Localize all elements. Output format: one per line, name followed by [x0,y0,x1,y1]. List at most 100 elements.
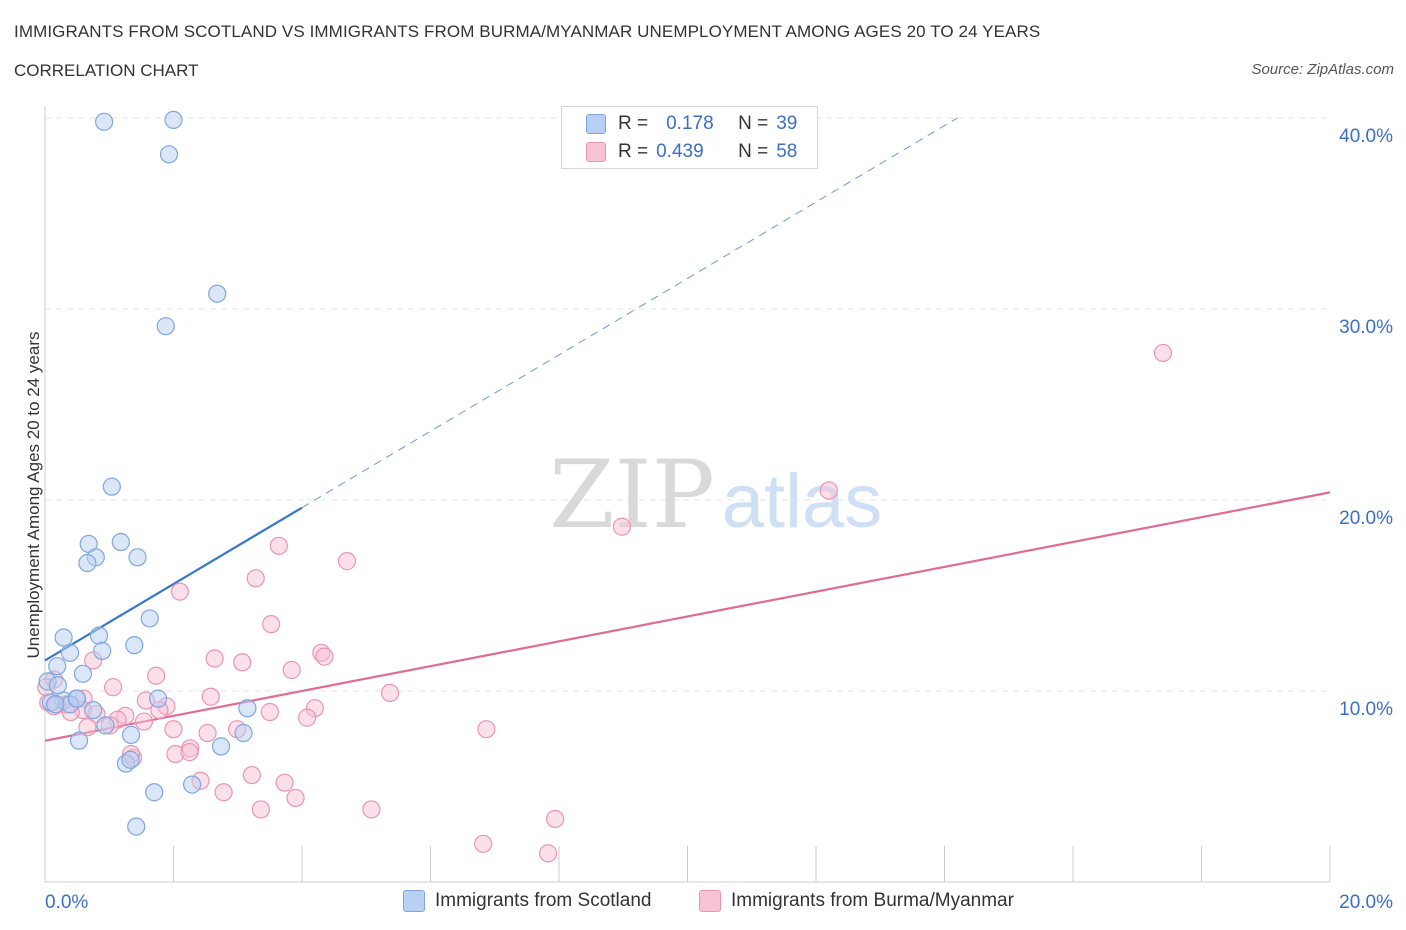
legend-row-burma: R = 0.439 N = 58 [586,141,797,163]
series-legend-swatch-burma [699,890,721,912]
source-credit: Source: ZipAtlas.com [1251,61,1394,78]
data-point-scotland [111,532,130,552]
legend-r-value: 0.439 [656,141,704,162]
data-point-burma [286,788,305,808]
legend-swatch-burma [586,142,606,162]
x-tick-label: 20.0% [1339,892,1393,913]
data-point-burma [269,536,288,555]
series-legend-burma: Immigrants from Burma/Myanmar [699,890,1014,912]
data-point-burma [1153,343,1173,363]
series-legend-scotland: Immigrants from Scotland [403,890,651,912]
data-point-burma [251,800,270,819]
y-tick-label: 40.0% [1339,126,1393,147]
data-point-burma [233,653,252,672]
legend-n-label: N = [738,141,769,162]
data-point-scotland [127,817,146,836]
chart-subtitle: CORRELATION CHART [14,61,199,80]
data-point-scotland [159,145,179,164]
series-scotland-points [38,110,257,836]
data-point-burma [819,481,838,500]
data-point-scotland [211,737,231,756]
data-point-scotland [73,664,93,683]
y-tick-label: 10.0% [1339,699,1393,720]
data-point-burma [214,783,233,802]
watermark: ZIP atlas [549,441,882,550]
watermark-zip: ZIP [549,441,715,550]
data-point-scotland [48,657,67,676]
trend-line-scotland-extension [301,117,958,509]
watermark-atlas: atlas [722,459,883,544]
data-point-scotland [95,112,114,131]
data-point-burma [546,809,565,829]
data-point-scotland [46,695,65,714]
data-point-burma [474,834,493,853]
series-legend-label-burma: Immigrants from Burma/Myanmar [731,890,1014,911]
data-point-burma [205,649,224,668]
data-point-burma [104,678,123,697]
data-point-burma [260,702,279,722]
data-point-burma [201,687,220,706]
data-point-scotland [68,689,87,708]
trend-line-scotland [44,506,303,662]
data-point-scotland [96,716,115,735]
series-legend-swatch-scotland [403,890,425,912]
data-point-scotland [145,783,164,802]
data-point-burma [612,517,632,536]
trend-line-burma [44,491,1331,742]
data-point-burma [298,708,317,727]
data-point-scotland [156,317,175,336]
legend-row-scotland: R = 0.178 N = 39 [586,113,797,135]
data-point-scotland [93,641,112,660]
data-point-scotland [121,725,141,745]
axes [44,106,1331,883]
data-point-scotland [238,699,257,718]
data-point-scotland [54,628,73,647]
data-point-burma [78,718,97,737]
data-point-scotland [60,643,80,662]
data-point-burma [275,773,294,792]
data-point-burma [337,552,357,571]
correlation-legend: R = 0.178 N = 39 R = 0.439 N = 58 [561,106,818,169]
data-point-burma [134,712,154,731]
tick-labels: 10.0% 20.0% 30.0% 40.0% 0.0% 20.0% [45,126,1393,913]
trend-lines [44,117,1331,742]
legend-r-label: R = [618,141,649,162]
data-point-scotland [125,636,144,655]
gridlines [45,117,1330,692]
legend-r-label: R = [618,113,649,134]
data-point-burma [362,800,381,819]
legend-n-label: N = [738,113,769,134]
data-point-burma [170,582,190,601]
data-point-scotland [140,609,159,628]
data-point-burma [164,720,183,739]
y-tick-label: 20.0% [1339,508,1393,529]
data-point-burma [380,683,400,703]
data-point-scotland [128,548,147,567]
data-point-scotland [208,284,227,303]
data-point-burma [282,660,301,680]
data-point-scotland [148,689,168,708]
legend-swatch-scotland [586,114,606,134]
y-axis-label: Unemployment Among Ages 20 to 24 years [24,331,43,659]
data-point-scotland [78,553,97,573]
data-point-burma [315,647,334,666]
legend-r-value: 0.178 [666,113,714,134]
data-point-burma [242,765,261,785]
data-point-scotland [84,700,103,720]
data-point-scotland [89,626,109,645]
data-point-scotland [102,477,121,496]
y-tick-label: 30.0% [1339,317,1393,338]
chart-title: IMMIGRANTS FROM SCOTLAND VS IMMIGRANTS F… [14,22,1041,41]
data-point-burma [147,666,166,685]
legend-n-value: 58 [776,141,798,162]
data-point-scotland [183,775,202,794]
data-point-scotland [234,723,253,743]
series-burma-points [37,343,1173,863]
data-point-burma [262,615,281,634]
data-point-scotland [69,731,89,750]
data-point-burma [180,743,199,762]
data-point-burma [538,844,558,863]
data-point-burma [198,723,217,743]
x-tick-label: 0.0% [45,892,88,913]
